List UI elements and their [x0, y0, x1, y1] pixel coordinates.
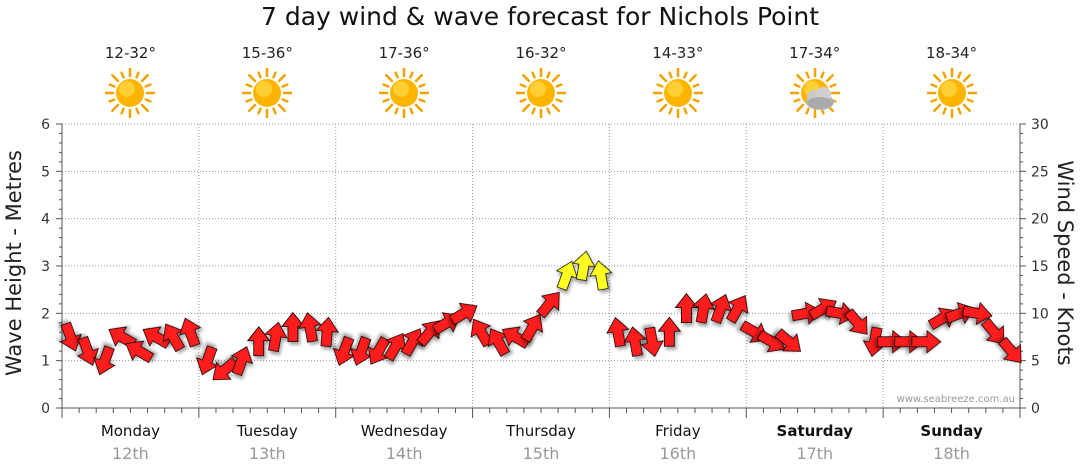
- wind-arrow: [142, 326, 172, 349]
- wind-arrow: [501, 326, 531, 349]
- temperature-range: 17-36°: [378, 44, 430, 62]
- y-tick-label-left: 4: [41, 212, 50, 228]
- date-label: 13th: [249, 444, 286, 463]
- sunny-icon: [926, 68, 977, 118]
- weather-day: 17-36°: [349, 44, 459, 118]
- y-tick-label-right: 10: [1031, 306, 1049, 322]
- date-label: 16th: [659, 444, 696, 463]
- sunny-icon: [105, 68, 156, 118]
- date-label: 18th: [933, 444, 970, 463]
- wind-arrow: [844, 308, 868, 335]
- y-tick-label-right: 0: [1031, 401, 1040, 417]
- y-tick-label-left: 1: [41, 354, 50, 370]
- wind-arrow: [520, 313, 543, 343]
- sunny-icon: [516, 68, 566, 118]
- wind-arrow: [589, 260, 613, 291]
- wind-arrow: [674, 292, 699, 324]
- wind-arrow: [298, 312, 322, 343]
- day-label: Friday: [655, 422, 701, 440]
- day-label: Monday: [101, 422, 160, 440]
- wind-arrow: [59, 321, 82, 352]
- weather-day: 18-34°: [897, 44, 1007, 118]
- temperature-range: 17-34°: [789, 44, 841, 62]
- wind-arrow: [230, 345, 253, 377]
- watermark: www.seabreeze.com.au: [897, 394, 1015, 405]
- day-label: Wednesday: [361, 422, 448, 440]
- date-label: 17th: [796, 444, 833, 463]
- y-tick-label-right: 30: [1031, 117, 1049, 133]
- y-tick-label-right: 15: [1031, 259, 1049, 275]
- wind-arrow: [572, 250, 596, 282]
- temperature-range: 14-33°: [652, 44, 704, 62]
- wind-arrow: [315, 316, 339, 348]
- wind-arrow: [980, 317, 1005, 345]
- wind-arrow: [448, 302, 478, 326]
- sunny-icon: [242, 68, 293, 118]
- weather-day: 15-36°: [212, 44, 322, 118]
- y-tick-label-right: 20: [1031, 212, 1049, 228]
- sunny-icon: [379, 68, 430, 118]
- wind-arrow: [962, 301, 993, 326]
- temperature-range: 15-36°: [241, 44, 293, 62]
- wind-arrow: [657, 316, 682, 347]
- sunny-icon: [652, 68, 703, 118]
- weather-day: 12-32°: [75, 44, 185, 118]
- y-tick-label-left: 0: [41, 401, 50, 417]
- date-label: 15th: [523, 444, 560, 463]
- y-tick-label-left: 5: [41, 164, 50, 180]
- wind-arrow: [640, 326, 664, 358]
- weather-day: 16-32°: [486, 44, 596, 118]
- chart-title: 7 day wind & wave forecast for Nichols P…: [260, 2, 820, 31]
- y-axis-right-label: Wind Speed - Knots: [1053, 160, 1077, 365]
- wind-arrows: [59, 250, 1022, 381]
- weather-day: 17-34°: [760, 44, 870, 118]
- wind-arrow: [998, 336, 1022, 364]
- partly-cloudy-icon: [789, 68, 840, 118]
- daily-weather-strip: 12-32° 15-36° 17-36° 16-32° 14-33° 17-34° 18-3…: [0, 0, 1080, 120]
- wind-arrow: [774, 328, 802, 352]
- wind-arrow: [877, 329, 908, 354]
- wind-arrow: [400, 328, 424, 357]
- wind-arrow: [178, 317, 202, 348]
- wind-arrow: [623, 326, 647, 357]
- wind-arrow: [93, 345, 116, 376]
- y-tick-label-right: 25: [1031, 164, 1049, 180]
- grid: [62, 123, 1020, 408]
- wind-arrow: [725, 295, 749, 324]
- wind-arrow: [76, 335, 99, 366]
- axes: 0 1 2 3 4 5 6 0 5 10 15 20 25 30 Monday 12th Tuesday 13th…: [41, 117, 1049, 463]
- weather-day: 14-33°: [623, 44, 733, 118]
- day-label: Saturday: [777, 422, 854, 440]
- temperature-range: 12-32°: [104, 44, 156, 62]
- date-label: 14th: [386, 444, 423, 463]
- wind-arrow: [212, 356, 240, 381]
- wind-arrow: [691, 293, 716, 324]
- y-axis-left-label: Wave Height - Metres: [2, 150, 26, 376]
- y-tick-label-right: 5: [1031, 354, 1040, 370]
- y-tick-label-left: 3: [41, 259, 50, 275]
- wind-arrow: [264, 321, 288, 353]
- temperature-range: 18-34°: [926, 44, 978, 62]
- date-label: 12th: [112, 444, 149, 463]
- temperature-range: 16-32°: [515, 44, 567, 62]
- day-label: Sunday: [920, 422, 983, 440]
- wind-arrow: [894, 329, 925, 354]
- wind-arrow: [125, 340, 155, 364]
- y-tick-label-left: 6: [41, 117, 50, 133]
- wind-arrow: [911, 329, 942, 354]
- wind-arrow: [536, 291, 560, 319]
- day-label: Tuesday: [236, 422, 298, 440]
- y-tick-label-left: 2: [41, 306, 50, 322]
- day-label: Thursday: [505, 422, 576, 440]
- wind-arrow: [246, 326, 271, 357]
- wind-arrow: [606, 316, 630, 348]
